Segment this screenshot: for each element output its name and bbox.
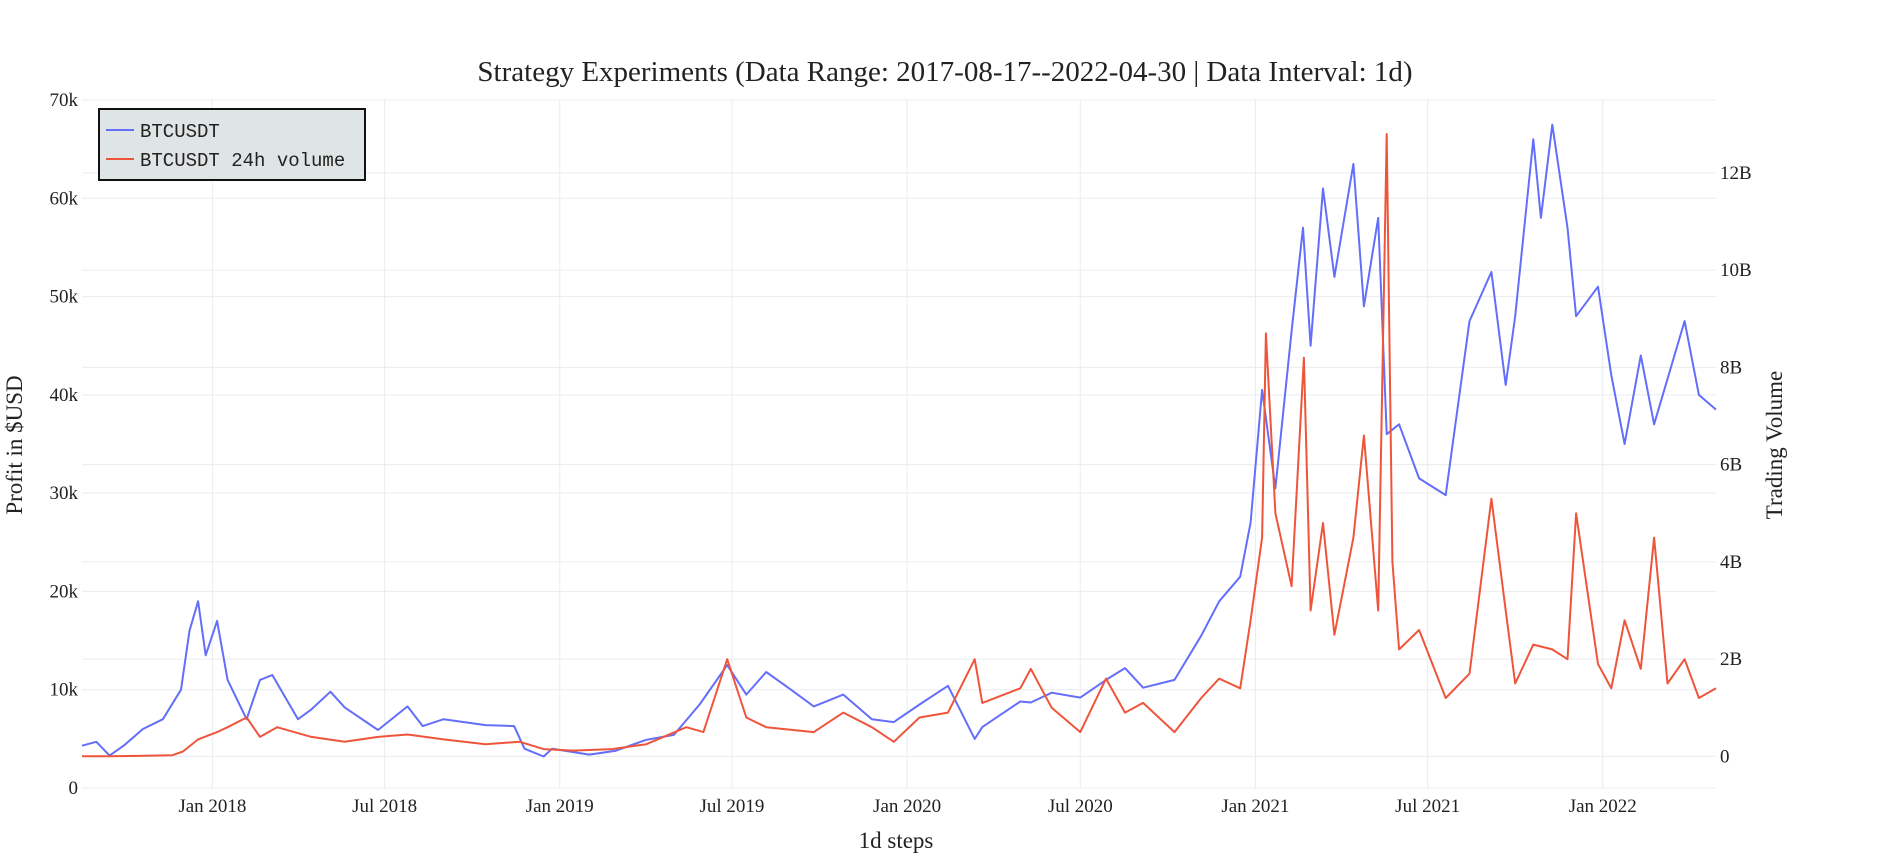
x-tick-label: Jan 2018: [178, 796, 246, 817]
x-axis-title: 1d steps: [859, 828, 934, 853]
y2-tick-label: 8B: [1720, 357, 1742, 378]
y-axis-ticks: 0 10k 20k 30k 40k 50k 60k 70k: [50, 90, 79, 799]
y-tick-label: 70k: [50, 90, 79, 111]
x-tick-label: Jan 2022: [1569, 796, 1637, 817]
y2-tick-label: 4B: [1720, 552, 1742, 573]
x-axis-ticks: Jan 2018 Jul 2018 Jan 2019 Jul 2019 Jan 2020…: [178, 796, 1636, 817]
legend-label-btcusdt-volume: BTCUSDT 24h volume: [140, 150, 345, 172]
series-line-btcusdt: [81, 123, 1717, 758]
y-tick-label: 0: [69, 778, 79, 799]
y-axis-title: Profit in $USD: [2, 375, 27, 514]
y-tick-label: 30k: [50, 483, 79, 504]
x-tick-label: Jul 2019: [700, 796, 765, 817]
x-tick-label: Jan 2020: [873, 796, 941, 817]
series-line-btcusdt-volume: [82, 133, 1717, 758]
y-tick-label: 60k: [50, 188, 79, 209]
y2-axis-title: Trading Volume: [1762, 371, 1787, 519]
legend: BTCUSDT BTCUSDT 24h volume: [98, 108, 366, 181]
y-tick-label: 50k: [50, 287, 79, 308]
y2-tick-label: 12B: [1720, 163, 1752, 184]
chart-title: Strategy Experiments (Data Range: 2017-0…: [477, 56, 1412, 88]
y2-axis-ticks: 0 2B 4B 6B 8B 10B 12B: [1720, 163, 1752, 767]
x-tick-label: Jul 2018: [352, 796, 417, 817]
y2-tick-label: 10B: [1720, 260, 1752, 281]
series-layer: [81, 123, 1717, 758]
x-tick-label: Jan 2021: [1221, 796, 1289, 817]
legend-label-btcusdt: BTCUSDT: [140, 121, 220, 143]
y-tick-label: 20k: [50, 581, 79, 602]
y2-tick-label: 0: [1720, 746, 1730, 767]
y2-tick-label: 2B: [1720, 649, 1742, 670]
y2-tick-label: 6B: [1720, 455, 1742, 476]
x-tick-label: Jul 2020: [1048, 796, 1113, 817]
x-tick-label: Jan 2019: [526, 796, 594, 817]
y-tick-label: 40k: [50, 385, 79, 406]
y-tick-label: 10k: [50, 680, 79, 701]
legend-box: [98, 108, 366, 181]
gridlines: [82, 99, 1716, 789]
x-tick-label: Jul 2021: [1395, 796, 1460, 817]
